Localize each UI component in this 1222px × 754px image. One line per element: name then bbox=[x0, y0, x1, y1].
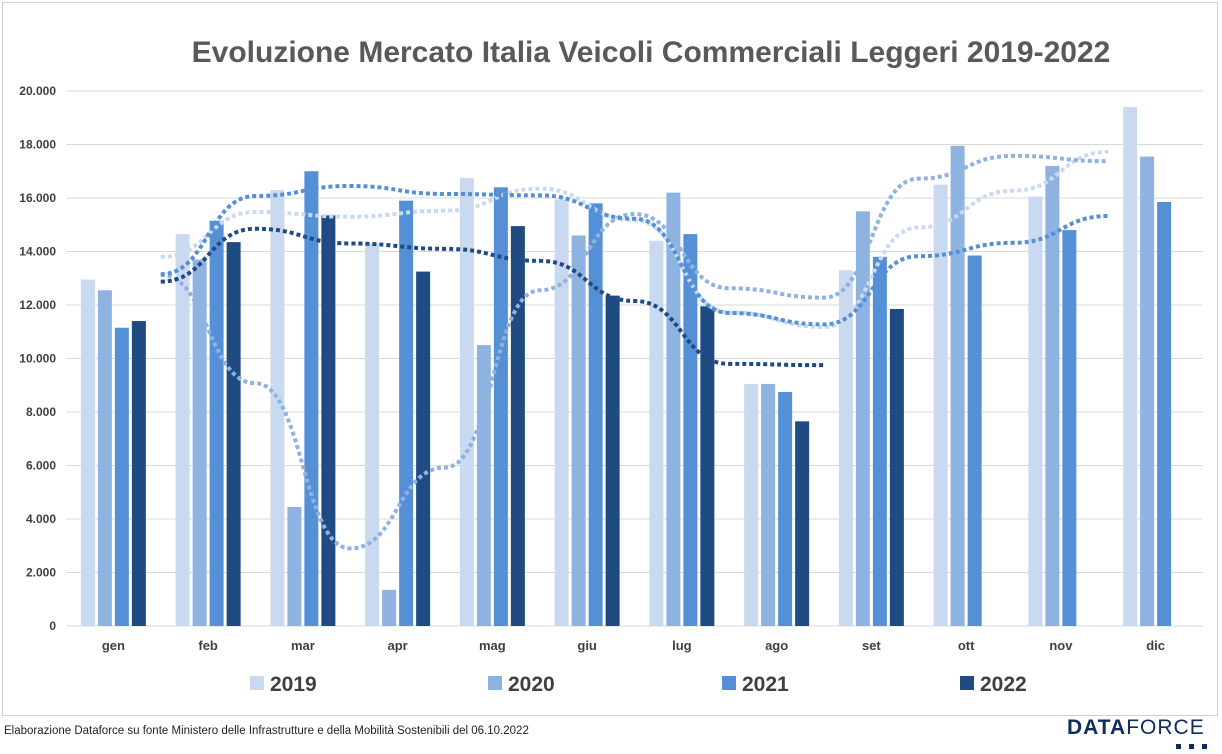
y-tick-label: 6.000 bbox=[26, 459, 56, 473]
x-tick-label: ago bbox=[765, 638, 788, 653]
chart-title: Evoluzione Mercato Italia Veicoli Commer… bbox=[192, 36, 1111, 69]
bar-2022-feb bbox=[226, 242, 241, 626]
bar-2020-lug bbox=[666, 192, 681, 626]
trendline-2022 bbox=[160, 226, 825, 368]
bar-2021-mar bbox=[304, 171, 319, 626]
y-tick-label: 18.000 bbox=[19, 138, 56, 152]
gridlines bbox=[66, 90, 1203, 627]
bar-2020-feb bbox=[192, 259, 207, 626]
bar-2021-feb bbox=[209, 220, 224, 627]
logo-part2: FORCE bbox=[1126, 716, 1205, 739]
x-tick-label: ott bbox=[958, 638, 975, 653]
bar-2020-ago bbox=[761, 383, 776, 626]
x-axis-labels: gen feb mar apr mag giu lug ago set ott nov dic bbox=[102, 638, 1165, 653]
bar-2020-nov bbox=[1045, 165, 1060, 626]
bar-2021-mag bbox=[493, 187, 508, 627]
trendline-2019 bbox=[160, 149, 1109, 330]
legend-swatch-2019 bbox=[250, 676, 264, 690]
bar-2021-ago bbox=[778, 391, 793, 626]
x-tick-label: set bbox=[862, 638, 881, 653]
bar-2022-mar bbox=[321, 215, 336, 626]
bar-2022-set bbox=[889, 309, 904, 626]
x-tick-label: gen bbox=[102, 638, 125, 653]
bar-2019-lug bbox=[649, 240, 664, 627]
x-tick-label: dic bbox=[1146, 638, 1165, 653]
bar-2021-ott bbox=[967, 255, 982, 626]
legend: 2019 2020 2021 2022 bbox=[250, 673, 1027, 696]
x-tick-label: mar bbox=[291, 638, 315, 653]
x-tick-label: lug bbox=[672, 638, 692, 653]
y-tick-label: 20.000 bbox=[19, 84, 56, 98]
y-tick-label: 16.000 bbox=[19, 191, 56, 205]
bar-2022-mag bbox=[510, 226, 525, 626]
bar-2019-set bbox=[838, 270, 853, 626]
x-tick-label: mag bbox=[479, 638, 506, 653]
bar-2020-giu bbox=[571, 235, 586, 626]
bar-2020-mag bbox=[476, 345, 491, 626]
y-tick-label: 8.000 bbox=[26, 405, 56, 419]
bar-2019-nov bbox=[1028, 196, 1043, 626]
bar-2022-gen bbox=[131, 321, 146, 626]
bar-2020-apr bbox=[382, 589, 397, 626]
legend-label-2022: 2022 bbox=[980, 673, 1027, 696]
bar-2019-apr bbox=[365, 243, 380, 626]
bar-2021-dic bbox=[1157, 202, 1172, 626]
bar-2020-mar bbox=[287, 506, 302, 626]
logo-part1: DATA bbox=[1067, 716, 1127, 739]
y-axis-ticks: 0 2.000 4.000 6.000 8.000 10.000 12.000 14.000 1… bbox=[19, 84, 56, 633]
x-tick-label: giu bbox=[577, 638, 597, 653]
y-tick-label: 4.000 bbox=[26, 512, 56, 526]
bar-2019-giu bbox=[554, 199, 569, 626]
bar-2020-ott bbox=[950, 145, 965, 626]
y-tick-label: 2.000 bbox=[26, 566, 56, 580]
legend-swatch-2021 bbox=[722, 676, 736, 690]
bar-2021-gen bbox=[114, 327, 129, 626]
y-tick-label: 12.000 bbox=[19, 298, 56, 312]
bar-2019-gen bbox=[80, 279, 95, 626]
bar-2022-ago bbox=[795, 421, 810, 626]
bar-2019-dic bbox=[1123, 107, 1138, 627]
legend-label-2020: 2020 bbox=[508, 673, 555, 696]
legend-label-2019: 2019 bbox=[270, 673, 317, 696]
bars bbox=[80, 107, 1172, 627]
bar-2019-mag bbox=[459, 177, 474, 626]
bar-2022-giu bbox=[605, 295, 620, 626]
bar-2021-giu bbox=[588, 203, 603, 626]
legend-swatch-2020 bbox=[488, 676, 502, 690]
bar-2021-nov bbox=[1062, 230, 1077, 626]
logo-dots bbox=[1176, 736, 1220, 749]
bar-2021-set bbox=[872, 256, 887, 626]
x-tick-label: apr bbox=[388, 638, 408, 653]
trendline-2020 bbox=[160, 153, 1109, 551]
x-tick-label: nov bbox=[1049, 638, 1073, 653]
bar-2021-apr bbox=[399, 200, 414, 627]
y-tick-label: 0 bbox=[49, 619, 56, 633]
bar-2019-mar bbox=[270, 189, 285, 626]
source-note: Elaborazione Dataforce su fonte Minister… bbox=[4, 725, 529, 737]
bar-2019-ott bbox=[933, 184, 948, 626]
trendlines bbox=[160, 149, 1109, 551]
bar-2019-ago bbox=[744, 383, 759, 626]
bar-2020-set bbox=[855, 211, 870, 626]
bar-2020-gen bbox=[97, 290, 112, 626]
bar-2020-dic bbox=[1140, 156, 1155, 626]
bar-2022-apr bbox=[416, 271, 431, 626]
y-tick-label: 10.000 bbox=[19, 352, 56, 366]
bar-2021-lug bbox=[683, 234, 698, 627]
y-tick-label: 14.000 bbox=[19, 245, 56, 259]
legend-swatch-2022 bbox=[960, 676, 974, 690]
dataforce-logo: DATAFORCE bbox=[1067, 716, 1205, 740]
legend-label-2021: 2021 bbox=[742, 673, 789, 696]
x-tick-label: feb bbox=[198, 638, 218, 653]
bar-2022-lug bbox=[700, 306, 715, 626]
bar-2019-feb bbox=[175, 234, 190, 627]
